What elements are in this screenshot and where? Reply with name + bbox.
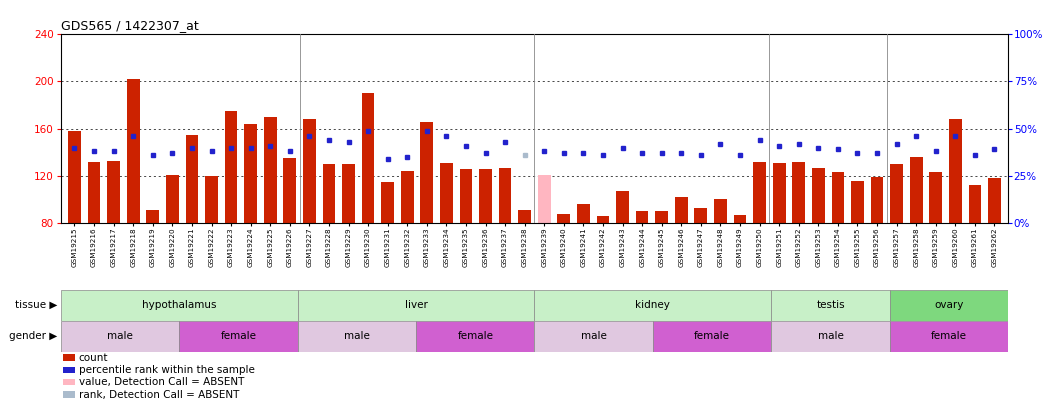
Bar [88, 162, 101, 223]
Text: percentile rank within the sample: percentile rank within the sample [79, 365, 255, 375]
Bar [734, 215, 746, 223]
Bar [63, 354, 75, 361]
Bar [63, 391, 75, 398]
Bar [890, 321, 1008, 352]
Bar [283, 158, 297, 223]
Bar [61, 321, 179, 352]
Bar [653, 321, 771, 352]
Bar [479, 169, 492, 223]
Bar [179, 321, 298, 352]
Bar [185, 134, 198, 223]
Bar [107, 160, 119, 223]
Text: hypothalamus: hypothalamus [141, 300, 217, 310]
Text: female: female [931, 331, 967, 341]
Bar [342, 164, 355, 223]
Bar [792, 162, 805, 223]
Bar [298, 321, 416, 352]
Bar [61, 290, 298, 321]
Text: value, Detection Call = ABSENT: value, Detection Call = ABSENT [79, 377, 244, 388]
Bar [851, 181, 864, 223]
Bar [616, 191, 629, 223]
Bar [910, 157, 922, 223]
Bar [812, 168, 825, 223]
Text: female: female [694, 331, 730, 341]
Bar [440, 163, 453, 223]
Text: male: male [107, 331, 133, 341]
Bar [68, 131, 81, 223]
Bar [63, 367, 75, 373]
Bar [831, 172, 845, 223]
Bar [655, 211, 668, 223]
Text: tissue ▶: tissue ▶ [16, 300, 58, 310]
Bar [596, 216, 609, 223]
Bar [63, 379, 75, 386]
Bar [988, 178, 1001, 223]
Bar [499, 168, 511, 223]
Bar [948, 119, 962, 223]
Bar [538, 175, 550, 223]
Bar [968, 185, 981, 223]
Text: male: male [581, 331, 607, 341]
Text: male: male [817, 331, 844, 341]
Bar [298, 290, 534, 321]
Bar [577, 204, 590, 223]
Text: testis: testis [816, 300, 845, 310]
Bar [714, 200, 727, 223]
Bar [871, 177, 883, 223]
Text: GDS565 / 1422307_at: GDS565 / 1422307_at [61, 19, 198, 32]
Bar [771, 321, 890, 352]
Bar [420, 122, 433, 223]
Bar [890, 164, 903, 223]
Bar [205, 176, 218, 223]
Bar [930, 172, 942, 223]
Bar [460, 169, 473, 223]
Bar [381, 182, 394, 223]
Bar [558, 214, 570, 223]
Text: female: female [220, 331, 257, 341]
Bar [362, 93, 374, 223]
Bar [771, 290, 890, 321]
Text: liver: liver [405, 300, 428, 310]
Text: gender ▶: gender ▶ [9, 331, 58, 341]
Bar [166, 175, 179, 223]
Bar [323, 164, 335, 223]
Text: ovary: ovary [934, 300, 964, 310]
Bar [772, 163, 786, 223]
Bar [534, 321, 653, 352]
Bar [519, 210, 531, 223]
Bar [695, 208, 707, 223]
Text: kidney: kidney [635, 300, 671, 310]
Bar [244, 124, 257, 223]
Text: count: count [79, 353, 108, 363]
Text: rank, Detection Call = ABSENT: rank, Detection Call = ABSENT [79, 390, 239, 400]
Text: female: female [457, 331, 494, 341]
Bar [416, 321, 534, 352]
Bar [534, 290, 771, 321]
Bar [401, 171, 414, 223]
Bar [127, 79, 139, 223]
Bar [754, 162, 766, 223]
Bar [147, 210, 159, 223]
Bar [303, 119, 315, 223]
Bar [224, 111, 238, 223]
Bar [675, 197, 687, 223]
Bar [636, 211, 649, 223]
Bar [890, 290, 1008, 321]
Bar [264, 117, 277, 223]
Text: male: male [344, 331, 370, 341]
